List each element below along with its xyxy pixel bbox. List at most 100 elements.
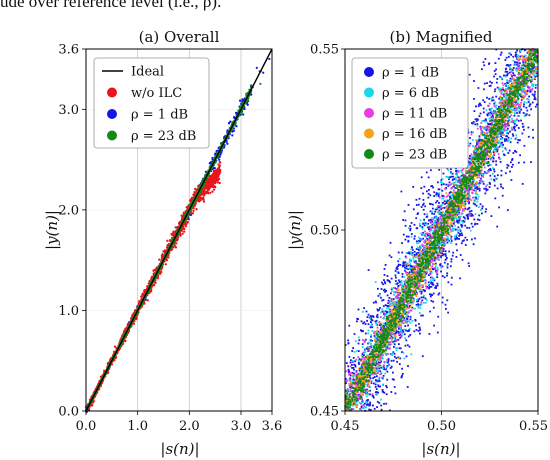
scatter-point xyxy=(427,192,430,195)
scatter-point xyxy=(409,315,412,318)
scatter-point xyxy=(356,320,358,323)
scatter-point xyxy=(423,213,426,216)
scatter-point xyxy=(250,93,253,96)
scatter-point xyxy=(183,227,186,231)
scatter-point xyxy=(513,74,515,77)
panel-magnified: (b) Magnified 0.45 0.50 0.550.450.500.55 |… xyxy=(286,28,548,458)
scatter-point xyxy=(508,149,511,152)
scatter-point xyxy=(172,234,175,237)
scatter-point xyxy=(420,176,423,179)
scatter-point xyxy=(178,220,181,224)
scatter-point xyxy=(376,316,379,319)
scatter-point xyxy=(361,343,364,345)
scatter-point xyxy=(428,333,431,335)
scatter-point xyxy=(199,196,202,200)
scatter-point xyxy=(401,374,403,377)
scatter-point xyxy=(517,127,520,129)
scatter-point xyxy=(456,237,459,240)
scatter-point xyxy=(367,269,370,271)
scatter-point xyxy=(514,129,517,132)
scatter-point xyxy=(352,367,355,369)
scatter-point xyxy=(464,207,467,210)
scatter-point xyxy=(371,394,374,397)
scatter-point xyxy=(255,66,258,69)
scatter-point xyxy=(385,393,388,396)
scatter-point xyxy=(353,363,356,366)
scatter-point xyxy=(423,185,426,188)
legend-dot-marker xyxy=(107,87,117,98)
scatter-point xyxy=(457,231,460,234)
scatter-point xyxy=(521,132,524,135)
panel-title-overall: (a) Overall xyxy=(139,28,220,46)
scatter-point xyxy=(523,103,525,106)
scatter-point xyxy=(218,170,221,173)
scatter-point xyxy=(347,368,350,371)
scatter-point xyxy=(474,237,476,240)
scatter-point xyxy=(528,95,530,98)
scatter-point xyxy=(517,139,520,141)
scatter-point xyxy=(384,304,387,306)
scatter-point xyxy=(430,169,432,172)
scatter-point xyxy=(376,406,378,408)
x-axis-label-overall: |s(n)| xyxy=(160,440,199,458)
scatter-point xyxy=(193,204,196,207)
legend-dot-marker xyxy=(107,109,117,119)
scatter-point xyxy=(528,105,531,108)
legend-label: ρ = 23 dB xyxy=(131,129,196,144)
scatter-point xyxy=(476,218,479,221)
scatter-point xyxy=(390,292,392,295)
scatter-point xyxy=(491,114,494,117)
scatter-point xyxy=(433,259,436,262)
scatter-point xyxy=(357,308,360,311)
scatter-point xyxy=(442,248,445,250)
scatter-point xyxy=(428,219,430,222)
scatter-point xyxy=(532,136,534,139)
scatter-point xyxy=(409,227,412,230)
scatter-point xyxy=(397,338,400,341)
scatter-point xyxy=(391,378,394,381)
scatter-point xyxy=(422,314,424,317)
scatter-point xyxy=(491,96,494,99)
scatter-point xyxy=(521,183,524,185)
scatter-point xyxy=(364,323,367,325)
scatter-point xyxy=(181,232,184,235)
scatter-point xyxy=(510,53,512,56)
scatter-point xyxy=(167,256,170,259)
scatter-point xyxy=(383,402,385,405)
scatter-point xyxy=(425,171,428,174)
scatter-point xyxy=(216,181,220,184)
scatter-point xyxy=(374,364,377,367)
scatter-point xyxy=(460,242,463,245)
scatter-point xyxy=(422,202,425,205)
scatter-point xyxy=(457,226,460,229)
scatter-point xyxy=(473,80,475,82)
scatter-point xyxy=(523,144,526,147)
scatter-point xyxy=(423,224,426,227)
scatter-point xyxy=(468,157,471,160)
scatter-point xyxy=(376,313,379,316)
scatter-point xyxy=(433,191,436,194)
scatter-point xyxy=(516,141,519,144)
scatter-point xyxy=(522,105,525,108)
scatter-point xyxy=(414,319,417,322)
scatter-point xyxy=(526,109,529,112)
scatter-point xyxy=(146,299,149,302)
scatter-point xyxy=(243,107,246,111)
scatter-point xyxy=(179,234,182,237)
scatter-point xyxy=(393,346,395,348)
scatter-point xyxy=(436,273,439,276)
scatter-point xyxy=(488,98,491,100)
scatter-point xyxy=(421,355,424,358)
scatter-point xyxy=(484,192,487,195)
scatter-point xyxy=(175,239,178,242)
scatter-point xyxy=(348,356,351,358)
scatter-point xyxy=(192,193,195,196)
scatter-point xyxy=(459,234,462,236)
scatter-point xyxy=(487,157,490,160)
scatter-point xyxy=(347,339,349,342)
scatter-point xyxy=(445,183,448,186)
scatter-point xyxy=(528,114,531,117)
scatter-point xyxy=(174,226,177,229)
scatter-point xyxy=(385,402,388,405)
